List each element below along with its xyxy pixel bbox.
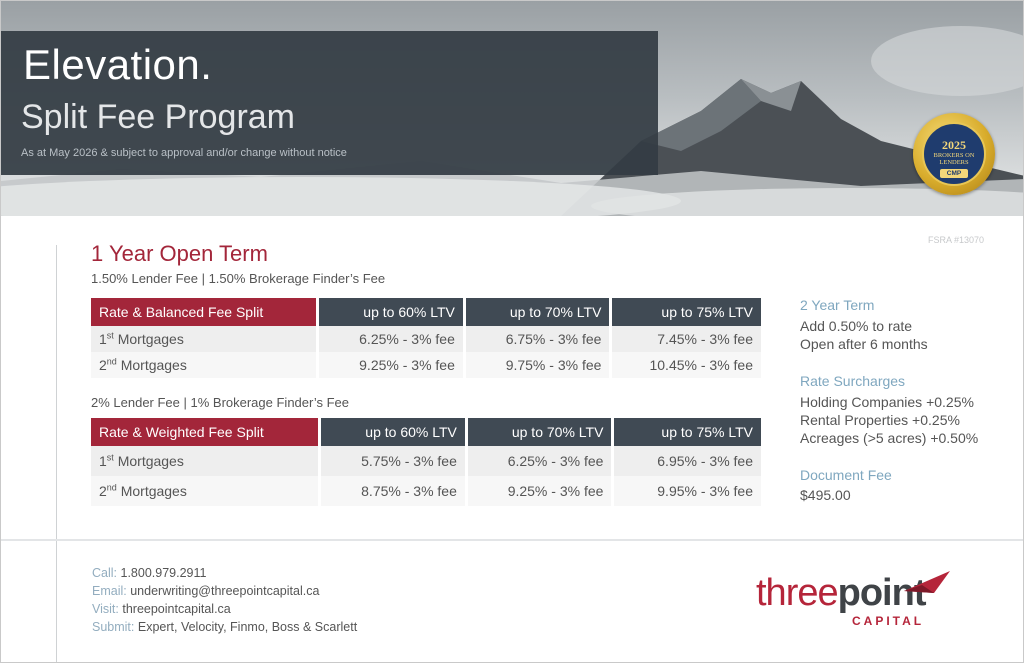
company-logo: threepoint CAPITAL <box>756 571 950 628</box>
fee-line-balanced: 1.50% Lender Fee | 1.50% Brokerage Finde… <box>91 271 386 286</box>
contact-phone[interactable]: Call: 1.800.979.2911 <box>92 566 207 580</box>
document-fee-value: $495.00 <box>800 487 851 503</box>
table-header-cell: up to 60% LTV <box>319 298 463 326</box>
disclaimer-note: As at May 2026 & subject to approval and… <box>21 147 347 159</box>
rate-cell: 10.45% - 3% fee <box>612 352 761 378</box>
page-subtitle: Split Fee Program <box>21 98 295 136</box>
hero-banner: Elevation. Split Fee Program As at May 2… <box>1 1 1023 216</box>
license-number: FSRA #13070 <box>928 235 985 245</box>
rate-cell: 6.75% - 3% fee <box>465 326 610 352</box>
rate-cell: 6.25% - 3% fee <box>319 326 463 352</box>
rate-cell: 7.45% - 3% fee <box>612 326 761 352</box>
rate-cell: 9.25% - 3% fee <box>467 476 612 506</box>
row-label: 2nd Mortgages <box>91 352 317 378</box>
page-title: Elevation. <box>23 41 213 88</box>
table-header-cell: up to 75% LTV <box>614 418 761 446</box>
table-row: 2nd Mortgages 8.75% - 3% fee 9.25% - 3% … <box>91 476 761 506</box>
rate-cell: 9.95% - 3% fee <box>614 476 761 506</box>
table-header-row: Rate & Weighted Fee Split up to 60% LTV … <box>91 418 761 446</box>
logo-wordmark: threepoint <box>756 572 926 614</box>
contact-submit: Submit: Expert, Velocity, Finmo, Boss & … <box>92 620 358 634</box>
rate-cell: 8.75% - 3% fee <box>321 476 465 506</box>
logo-flag-icon <box>904 571 950 593</box>
row-label: 2nd Mortgages <box>91 476 319 506</box>
table-header-cell: up to 70% LTV <box>467 418 612 446</box>
row-label: 1st Mortgages <box>91 326 317 352</box>
rate-cell: 6.25% - 3% fee <box>467 446 612 476</box>
table-header-cell: Rate & Balanced Fee Split <box>91 298 317 326</box>
badge-year: 2025 <box>942 138 966 152</box>
two-year-term-details: Add 0.50% to rate Open after 6 months <box>800 318 928 352</box>
balanced-fee-table: Rate & Balanced Fee Split up to 60% LTV … <box>88 298 764 378</box>
two-year-term-title: 2 Year Term <box>800 297 875 313</box>
rate-cell: 5.75% - 3% fee <box>321 446 465 476</box>
contact-website[interactable]: Visit: threepointcapital.ca <box>92 602 231 616</box>
row-label: 1st Mortgages <box>91 446 319 476</box>
contact-email[interactable]: Email: underwriting@threepointcapital.ca <box>92 584 320 598</box>
table-row: 1st Mortgages 5.75% - 3% fee 6.25% - 3% … <box>91 446 761 476</box>
rate-cell: 9.75% - 3% fee <box>465 352 610 378</box>
fee-line-weighted: 2% Lender Fee | 1% Brokerage Finder’s Fe… <box>91 395 349 410</box>
badge-text: BROKERS ON LENDERS <box>933 152 975 166</box>
title-panel <box>1 31 658 175</box>
rate-surcharges-title: Rate Surcharges <box>800 373 906 389</box>
rate-cell: 6.95% - 3% fee <box>614 446 761 476</box>
rate-surcharges-list: Holding Companies +0.25% Rental Properti… <box>800 394 979 446</box>
badge-mark: CMP <box>940 169 968 178</box>
section-title: 1 Year Open Term <box>91 241 268 266</box>
table-header-cell: up to 60% LTV <box>321 418 465 446</box>
table-header-cell: up to 75% LTV <box>612 298 761 326</box>
table-header-cell: Rate & Weighted Fee Split <box>91 418 319 446</box>
document-fee-title: Document Fee <box>800 467 892 483</box>
table-header-row: Rate & Balanced Fee Split up to 60% LTV … <box>91 298 761 326</box>
left-guide-line <box>56 245 57 662</box>
footer-divider <box>1 539 1023 541</box>
table-header-cell: up to 70% LTV <box>465 298 610 326</box>
logo-subtitle: CAPITAL <box>852 614 925 628</box>
weighted-fee-table: Rate & Weighted Fee Split up to 60% LTV … <box>88 418 764 506</box>
table-row: 1st Mortgages 6.25% - 3% fee 6.75% - 3% … <box>91 326 761 352</box>
award-badge: 2025 BROKERS ON LENDERS CMP <box>913 113 995 195</box>
rate-cell: 9.25% - 3% fee <box>319 352 463 378</box>
mountain-image <box>1 26 1023 216</box>
table-row: 2nd Mortgages 9.25% - 3% fee 9.75% - 3% … <box>91 352 761 378</box>
